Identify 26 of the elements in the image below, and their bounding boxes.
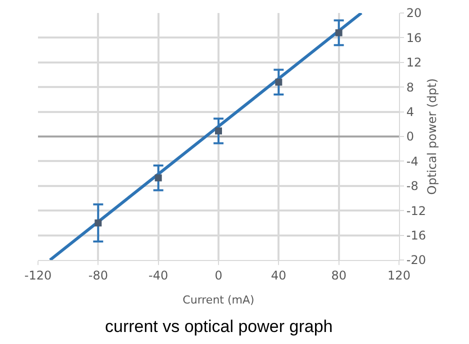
y-tick-label: 0 [406,130,414,144]
x-tick-label: -120 [24,268,52,282]
y-tick-label: 16 [406,30,422,45]
x-tick-label: 80 [331,268,346,282]
y-tick-label: -4 [406,154,418,168]
x-tick-label: 40 [271,268,286,282]
point [154,174,162,182]
y-tick-label: -16 [406,228,426,242]
x-tick-label: 120 [388,268,410,282]
y-tick-label: -8 [406,179,418,194]
point [215,127,222,134]
y-tick-label: -12 [406,204,426,218]
x-axis-title: Current (mA) [182,294,254,307]
y-tick-label: 8 [406,80,414,94]
y-tick-label: 4 [406,105,414,119]
point [335,29,342,36]
y-axis-title: Optical power (dpt) [424,78,439,195]
y-tick-label: 20 [406,6,422,20]
x-tick-label: -80 [88,268,108,282]
y-tick-label: -20 [406,253,426,268]
y-tick-label: 12 [406,56,422,70]
x-tick-label: 0 [214,268,222,282]
point [275,78,282,86]
point [94,219,102,226]
text: current vs optical power graph [105,317,333,336]
x-tick-label: -40 [148,268,168,282]
